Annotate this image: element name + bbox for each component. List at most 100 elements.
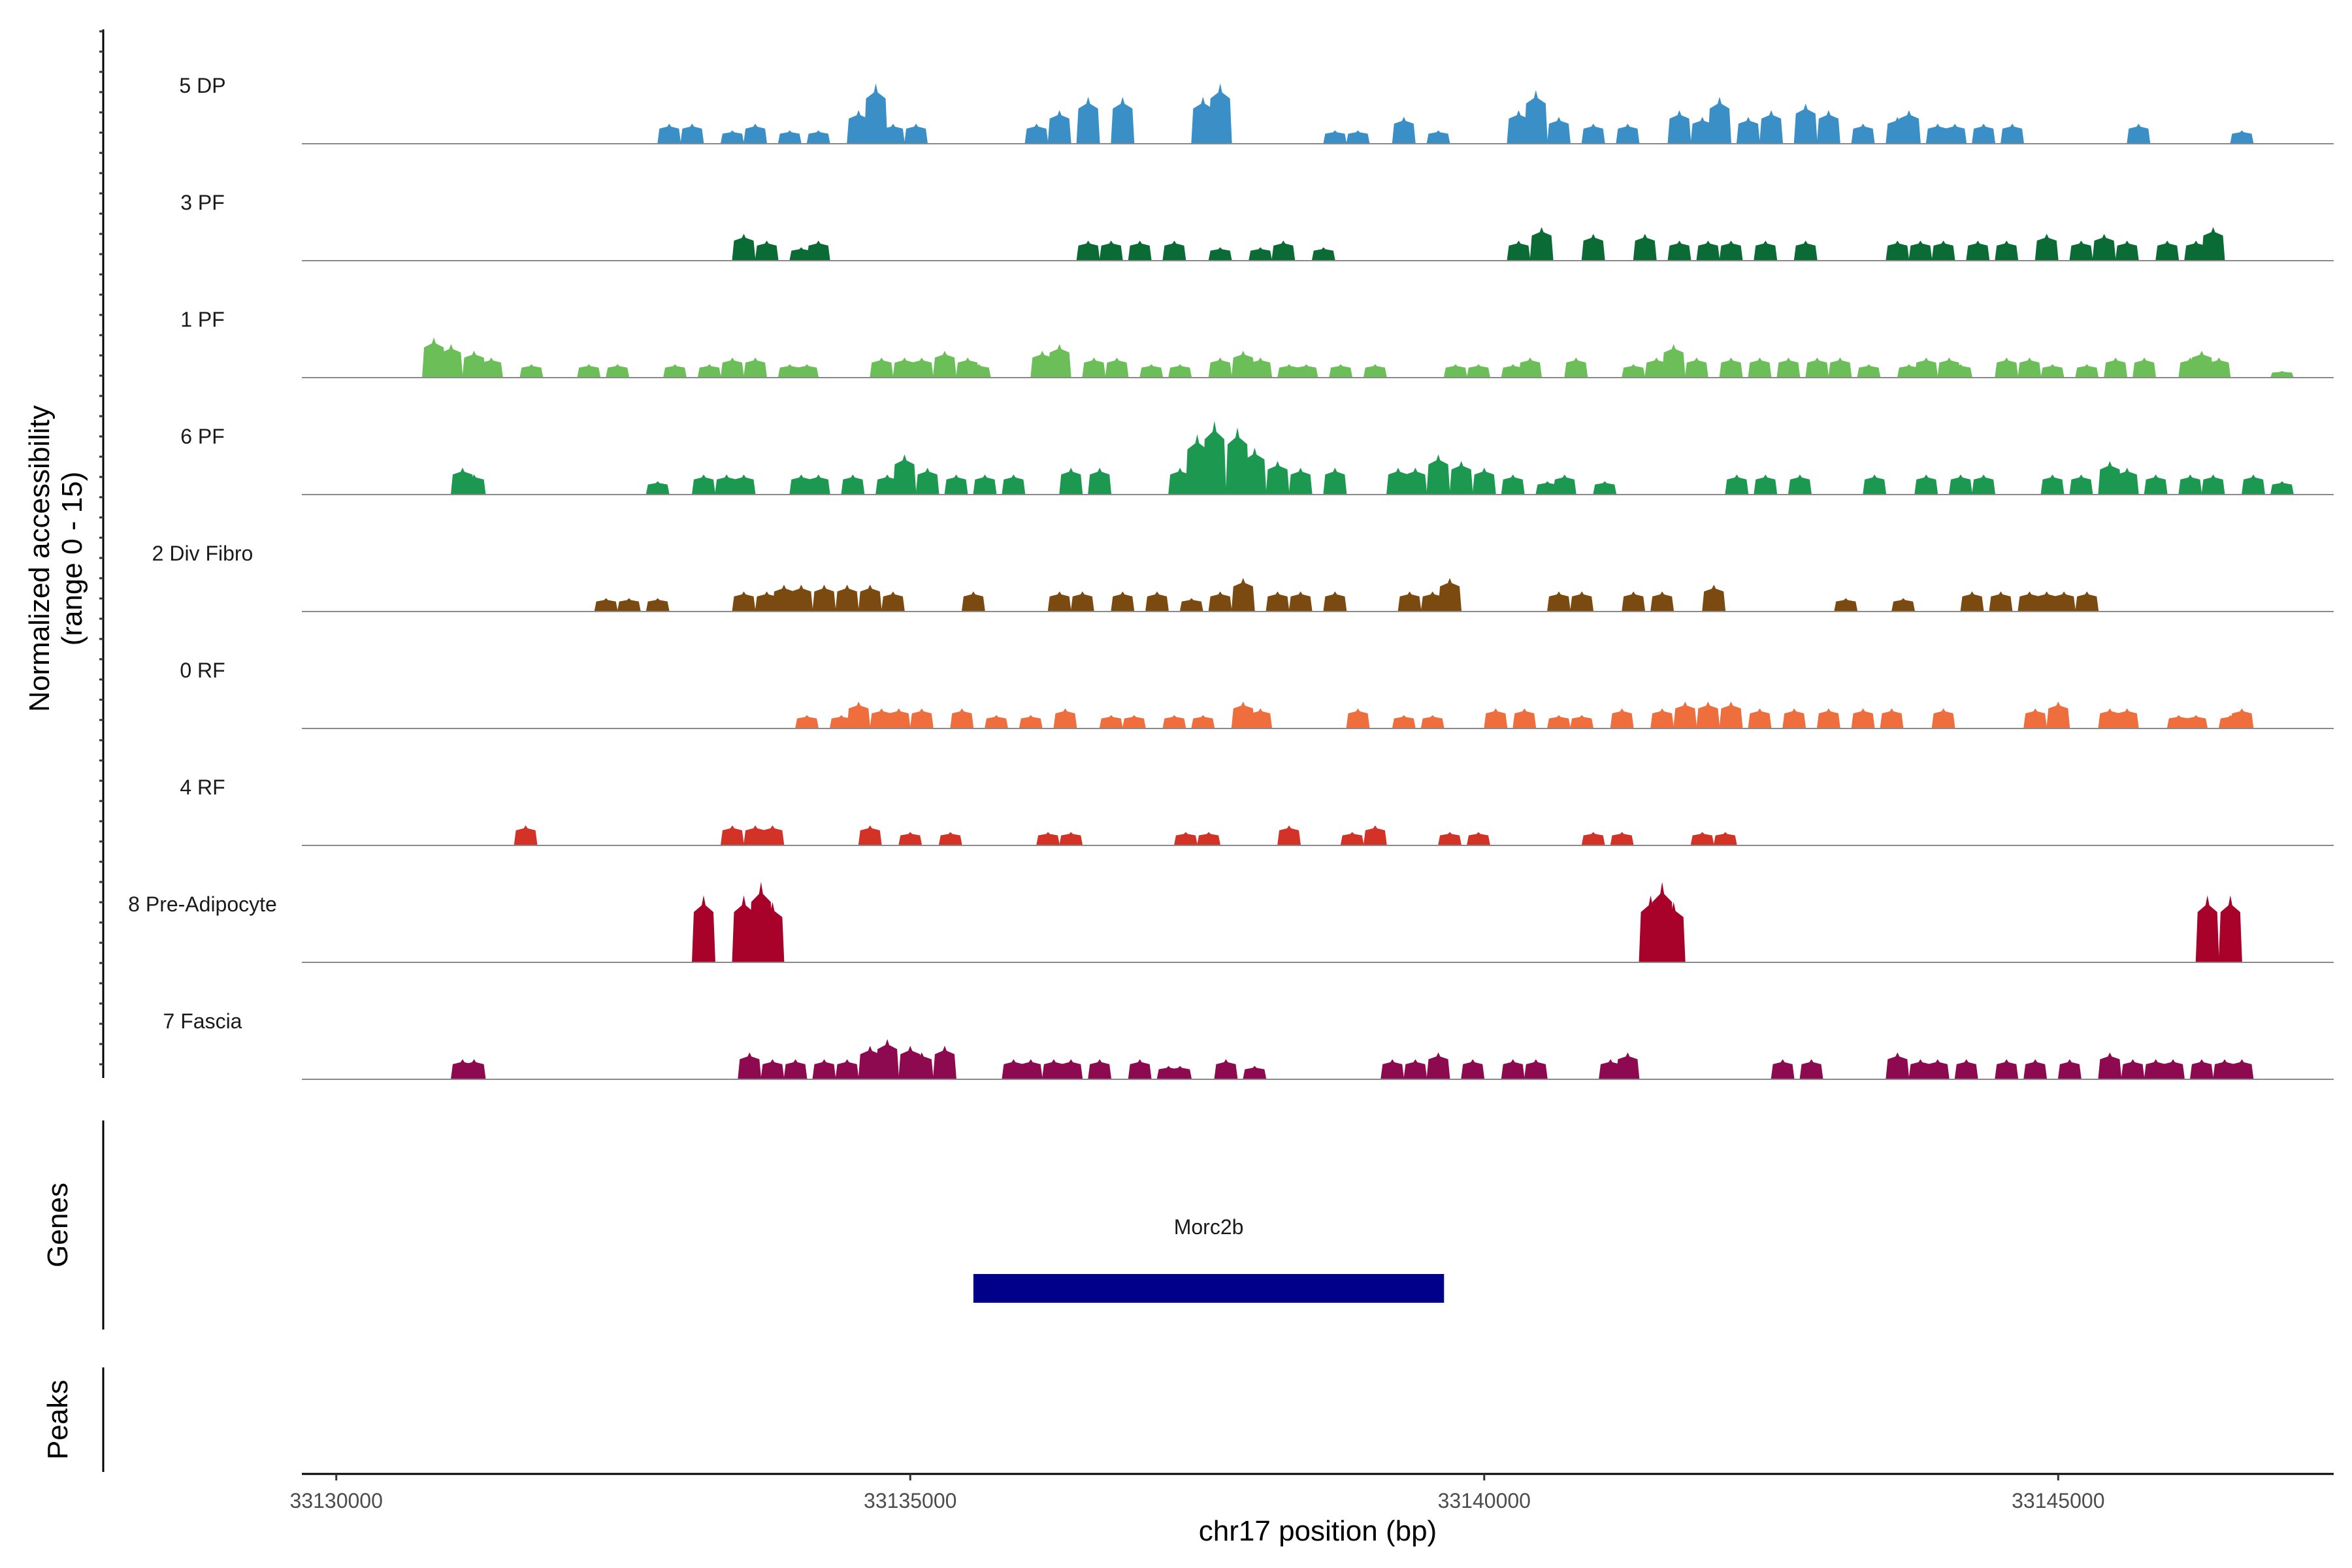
coverage-peak — [760, 1059, 785, 1079]
coverage-peak — [680, 123, 704, 144]
coverage-peak — [738, 1052, 762, 1079]
coverage-peak — [732, 474, 756, 495]
coverage-peak — [422, 337, 446, 378]
coverage-peak — [1036, 832, 1060, 845]
coverage-peak — [1914, 357, 1938, 378]
coverage-peak — [2023, 708, 2048, 728]
coverage-peak — [1082, 357, 1106, 378]
coverage-peak — [1053, 708, 1077, 728]
track-8-pre-adipocyte: 8 Pre-Adipocyte — [128, 881, 2334, 963]
coverage-peak — [1897, 110, 1921, 144]
coverage-peak — [1908, 1059, 1933, 1079]
coverage-peak — [2075, 591, 2099, 612]
coverage-peak — [2242, 474, 2266, 495]
coverage-peak — [1507, 240, 1531, 261]
coverage-peak — [1667, 240, 1691, 261]
track-label-1-pf: 1 PF — [180, 308, 225, 331]
coverage-peak — [1179, 598, 1203, 612]
coverage-peak — [617, 598, 641, 612]
coverage-peak — [1886, 1052, 1910, 1079]
coverage-peak — [720, 825, 744, 845]
coverage-peak — [2178, 474, 2202, 495]
coverage-peak — [2201, 474, 2225, 495]
coverage-peak — [760, 825, 785, 845]
coverage-peak — [777, 130, 802, 144]
coverage-peak — [1610, 832, 1634, 845]
coverage-peak — [1524, 1059, 1548, 1079]
coverage-peak — [1168, 364, 1192, 378]
coverage-peak — [697, 364, 721, 378]
track-label-7-fascia: 7 Fascia — [163, 1009, 242, 1033]
coverage-peak — [1340, 832, 1364, 845]
coverage-peak — [1076, 240, 1100, 261]
coverage-peak — [1816, 708, 1840, 728]
coverage-peak — [1173, 832, 1198, 845]
coverage-peak — [892, 357, 917, 378]
coverage-peak — [1420, 715, 1445, 728]
track-3-pf: 3 PF — [180, 191, 2334, 261]
coverage-peak — [1294, 364, 1318, 378]
coverage-peak — [2144, 1059, 2168, 1079]
coverage-peak — [1197, 832, 1221, 845]
coverage-peak — [749, 881, 773, 962]
coverage-peak — [1759, 110, 1784, 144]
coverage-peak — [1564, 357, 1588, 378]
coverage-peak — [1931, 240, 1955, 261]
coverage-peak — [1776, 357, 1801, 378]
coverage-peak — [1719, 240, 1743, 261]
coverage-peak — [1438, 578, 1462, 612]
coverage-peak — [2052, 591, 2076, 612]
coverage-peak — [715, 474, 739, 495]
coverage-peak — [967, 364, 991, 378]
coverage-peak — [1851, 123, 1875, 144]
coverage-peak — [1863, 474, 1887, 495]
coverage-peak — [1266, 591, 1290, 612]
coverage-peak — [2104, 357, 2128, 378]
coverage-peak — [1088, 1059, 1112, 1079]
coverage-peak — [1277, 825, 1301, 845]
coverage-peak — [1208, 83, 1232, 144]
coverage-peak — [1581, 123, 1605, 144]
coverage-peak — [1145, 591, 1169, 612]
coverage-peak — [870, 357, 894, 378]
coverage-peak — [1593, 481, 1617, 495]
coverage-peak — [1696, 240, 1720, 261]
coverage-peak — [1529, 227, 1554, 261]
coverage-peak — [1948, 474, 1972, 495]
coverage-peak — [985, 715, 1009, 728]
coverage-peak — [657, 123, 681, 144]
coverage-peak — [881, 123, 905, 144]
coverage-peak — [1288, 467, 1313, 495]
coverage-peak — [944, 474, 968, 495]
coverage-peak — [732, 591, 756, 612]
coverage-peak — [2023, 1059, 2048, 1079]
coverage-peak — [1702, 584, 1726, 612]
coverage-peak — [795, 715, 819, 728]
coverage-peak — [1599, 1059, 1623, 1079]
coverage-peak — [1719, 357, 1743, 378]
coverage-peak — [1960, 591, 1984, 612]
coverage-peak — [1208, 357, 1232, 378]
coverage-peak — [1466, 832, 1490, 845]
coverage-peak — [1834, 598, 1858, 612]
x-axis-title: chr17 position (bp) — [1199, 1515, 1437, 1547]
coverage-peak — [806, 240, 830, 261]
coverage-peak — [870, 708, 894, 728]
coverage-peak — [1754, 474, 1778, 495]
gene-label-morc2b: Morc2b — [1174, 1215, 1244, 1239]
coverage-peak — [2046, 701, 2070, 728]
coverage-peak — [2092, 233, 2116, 261]
coverage-peak — [898, 832, 923, 845]
coverage-peak — [755, 240, 779, 261]
coverage-peak — [720, 130, 744, 144]
coverage-peak — [1249, 247, 1273, 261]
coverage-peak — [1696, 701, 1720, 728]
x-axis-ticks: 33130000 33135000 33140000 33145000 — [290, 1474, 2104, 1512]
x-axis-tick-label: 33135000 — [864, 1489, 956, 1512]
x-axis-tick-label: 33130000 — [290, 1489, 383, 1512]
coverage-peak — [2069, 474, 2093, 495]
coverage-peak — [1512, 708, 1537, 728]
coverage-peak — [1002, 474, 1026, 495]
coverage-peak — [841, 474, 865, 495]
coverage-peak — [1788, 474, 1812, 495]
